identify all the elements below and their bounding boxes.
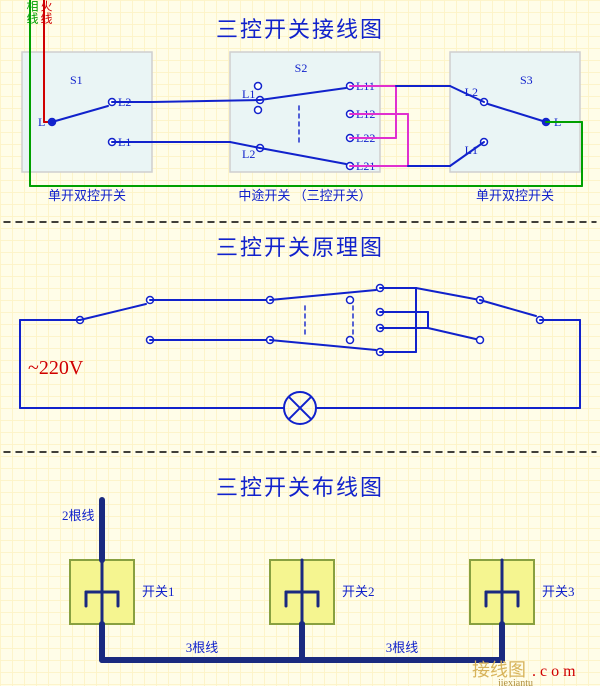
svg-text:接线图: 接线图 (472, 660, 526, 680)
svg-text:~220V: ~220V (28, 357, 84, 379)
svg-text:3根线: 3根线 (186, 640, 219, 655)
svg-text:L2: L2 (242, 147, 255, 161)
svg-text:3根线: 3根线 (386, 640, 419, 655)
svg-text:S2: S2 (295, 61, 308, 75)
svg-text:L: L (38, 115, 45, 129)
svg-text:jiexiantu: jiexiantu (497, 678, 533, 686)
svg-text:S3: S3 (520, 73, 533, 87)
svg-text:开关2: 开关2 (342, 584, 375, 599)
svg-text:开关3: 开关3 (542, 584, 575, 599)
svg-text:单开双控开关: 单开双控开关 (476, 188, 554, 203)
svg-text:. c o m: . c o m (532, 663, 576, 680)
svg-text:L1: L1 (242, 87, 255, 101)
svg-text:开关1: 开关1 (142, 584, 175, 599)
diagram-svg: LL2L1S1L1L2L11L12L22L21S2L2L1LS3单开双控开关中途… (0, 0, 600, 686)
svg-text:中途开关 （三控开关）: 中途开关 （三控开关） (238, 188, 371, 203)
svg-text:2根线: 2根线 (62, 508, 95, 523)
svg-text:单开双控开关: 单开双控开关 (48, 188, 126, 203)
svg-text:S1: S1 (70, 73, 83, 87)
